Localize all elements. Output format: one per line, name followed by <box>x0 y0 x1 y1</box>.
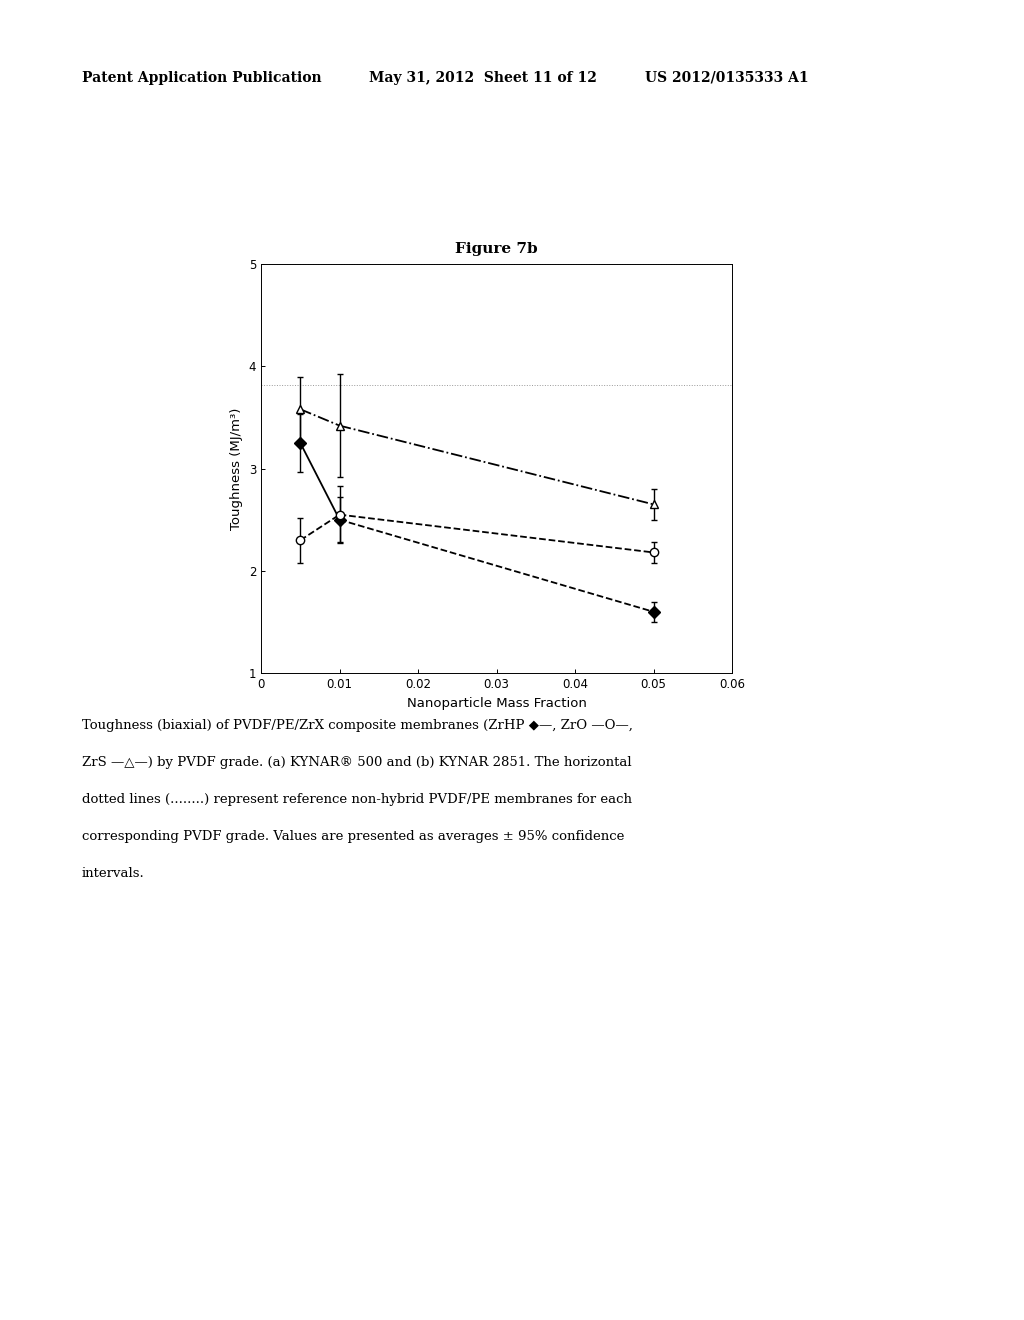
Text: US 2012/0135333 A1: US 2012/0135333 A1 <box>645 71 809 84</box>
Text: Patent Application Publication: Patent Application Publication <box>82 71 322 84</box>
Text: May 31, 2012  Sheet 11 of 12: May 31, 2012 Sheet 11 of 12 <box>369 71 597 84</box>
Text: corresponding PVDF grade. Values are presented as averages ± 95% confidence: corresponding PVDF grade. Values are pre… <box>82 830 625 843</box>
Y-axis label: Toughness (MJ/m³): Toughness (MJ/m³) <box>230 408 244 529</box>
Text: intervals.: intervals. <box>82 867 144 880</box>
Text: Toughness (biaxial) of PVDF/PE/ZrX composite membranes (ZrHP ◆—, ZrO —O—,: Toughness (biaxial) of PVDF/PE/ZrX compo… <box>82 719 633 733</box>
Title: Figure 7b: Figure 7b <box>456 242 538 256</box>
Text: dotted lines (........) represent reference non-hybrid PVDF/PE membranes for eac: dotted lines (........) represent refere… <box>82 793 632 807</box>
Text: ZrS —△—) by PVDF grade. (a) KYNAR® 500 and (b) KYNAR 2851. The horizontal: ZrS —△—) by PVDF grade. (a) KYNAR® 500 a… <box>82 756 632 770</box>
X-axis label: Nanoparticle Mass Fraction: Nanoparticle Mass Fraction <box>407 697 587 710</box>
